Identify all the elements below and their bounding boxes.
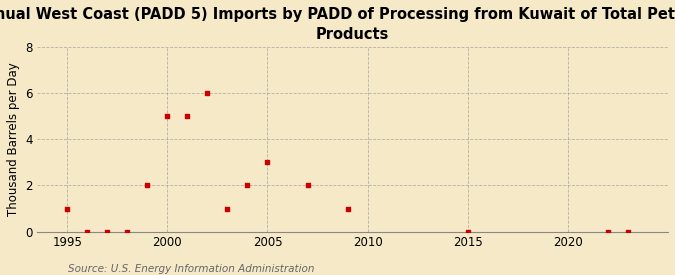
Title: Annual West Coast (PADD 5) Imports by PADD of Processing from Kuwait of Total Pe: Annual West Coast (PADD 5) Imports by PA…: [0, 7, 675, 42]
Point: [122, 229, 133, 234]
Point: [603, 229, 614, 234]
Point: [182, 114, 193, 119]
Point: [142, 183, 153, 188]
Point: [262, 160, 273, 165]
Point: [162, 114, 173, 119]
Point: [342, 206, 353, 211]
Point: [302, 183, 313, 188]
Point: [202, 91, 213, 95]
Point: [622, 229, 633, 234]
Point: [82, 229, 92, 234]
Point: [242, 183, 253, 188]
Y-axis label: Thousand Barrels per Day: Thousand Barrels per Day: [7, 62, 20, 216]
Point: [222, 206, 233, 211]
Point: [462, 229, 473, 234]
Text: Source: U.S. Energy Information Administration: Source: U.S. Energy Information Administ…: [68, 264, 314, 274]
Point: [102, 229, 113, 234]
Point: [62, 206, 73, 211]
